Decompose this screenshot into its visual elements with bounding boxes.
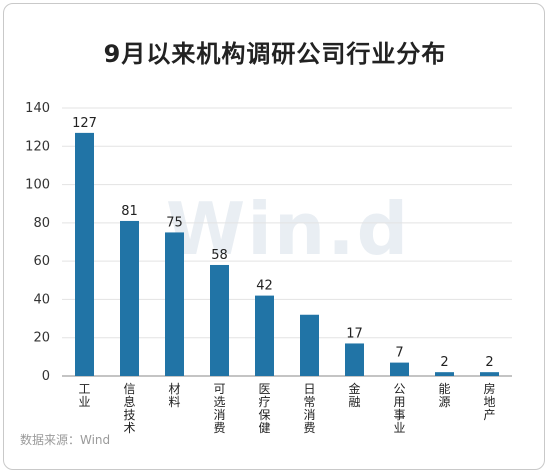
bar-value-label: 58 [211,248,228,263]
bar [75,132,94,376]
bar-value-label: 17 [346,326,363,341]
bar-value-label: 81 [121,204,138,219]
category-label: 公用事业 [393,382,405,435]
category-label: 工业 [78,382,90,409]
bar [300,314,319,376]
y-tick-label: 120 [25,139,50,154]
bar [210,264,229,376]
bar-value-label: 2 [440,355,448,370]
bar-value-label: 42 [256,279,273,294]
y-axis-ticks: 0 20 40 60 80 100 120 140 [25,101,50,384]
y-tick-label: 40 [33,292,50,307]
bar [435,372,454,376]
category-label: 日常消费 [303,382,315,435]
y-tick-label: 100 [25,178,50,193]
bars [75,132,499,376]
y-tick-label: 20 [33,331,50,346]
y-tick-label: 80 [33,216,50,231]
category-label: 金融 [348,381,360,409]
y-tick-label: 0 [42,369,50,384]
category-label: 可选消费 [213,382,225,435]
data-labels: 127 81 75 58 42 17 7 2 2 [72,116,494,370]
bar [480,372,499,376]
category-label: 房地产 [483,381,495,422]
category-label: 医疗保健 [258,382,270,435]
data-source-note: 数据来源：Wind [20,433,111,447]
bar [120,220,139,376]
bar [345,343,364,376]
bar-value-label: 7 [395,346,403,361]
x-axis-categories: 工业 信息技术 材料 可选消费 医疗保健 日常消费 金融 公用事业 能源 房地产 [78,381,495,435]
category-label: 材料 [168,382,180,409]
chart-title: 9月以来机构调研公司行业分布 [103,40,447,68]
bar [255,295,274,376]
bar [390,362,409,376]
y-tick-label: 140 [25,101,50,116]
y-tick-label: 60 [33,254,50,269]
bar [165,232,184,376]
bar-value-label: 75 [166,215,183,230]
bar-value-label: 2 [485,355,493,370]
watermark: Win.d [166,187,410,271]
bar-value-label: 127 [72,116,97,131]
category-label: 信息技术 [123,382,135,435]
category-label: 能源 [438,382,450,409]
